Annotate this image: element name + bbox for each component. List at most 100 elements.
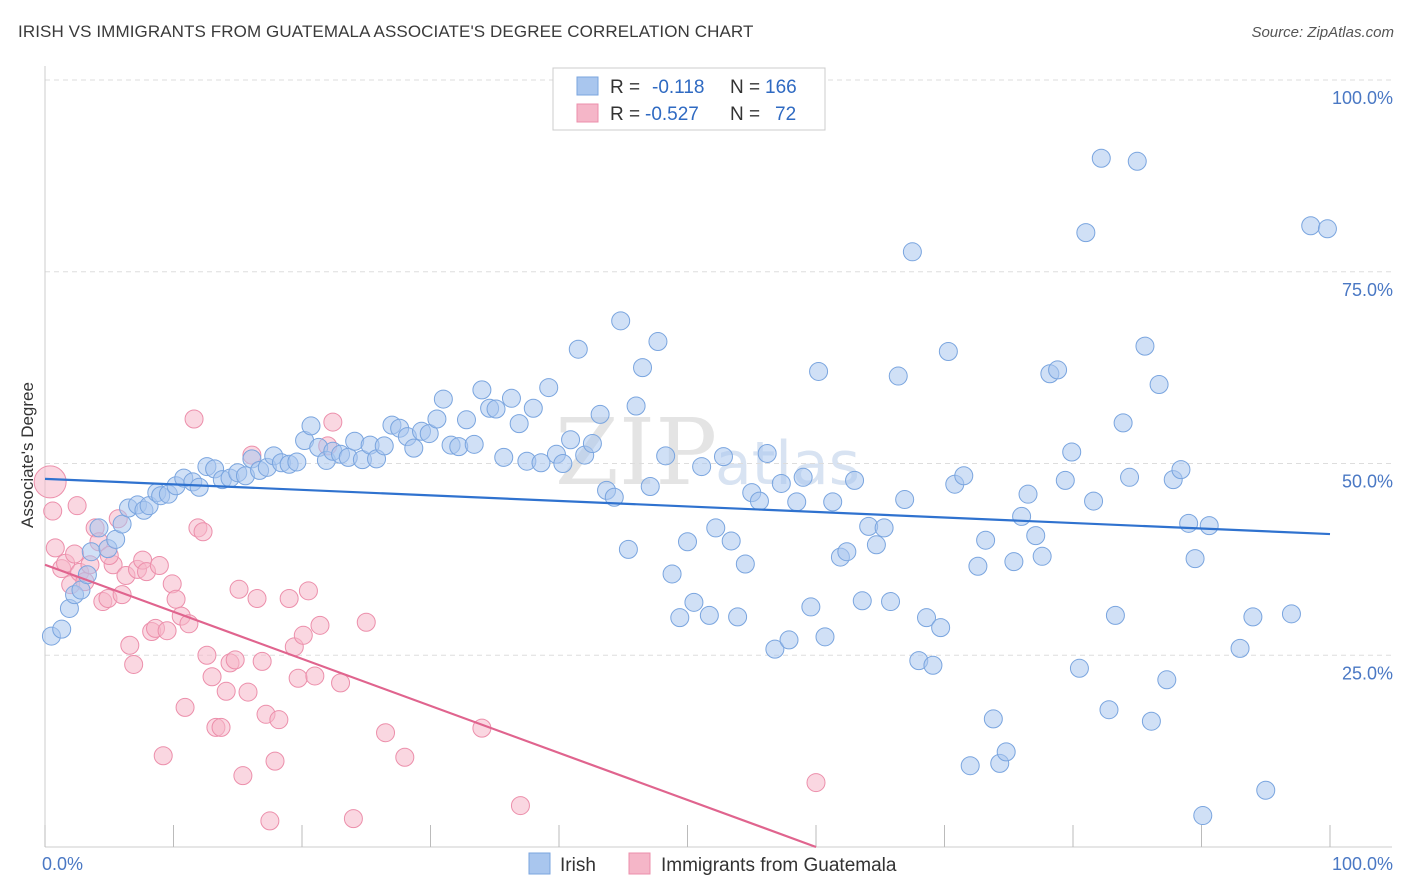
irish-point — [823, 492, 843, 512]
irish-point — [189, 477, 209, 497]
guatemala-point — [331, 673, 351, 693]
irish-point — [917, 608, 937, 628]
irish-point — [968, 556, 988, 576]
guatemala-trend-line — [44, 563, 817, 849]
guatemala-point — [293, 625, 313, 645]
legend-n-label-guatemala: N = — [730, 104, 760, 125]
irish-point — [1281, 604, 1301, 624]
irish-point — [1113, 413, 1133, 433]
irish-point — [1149, 374, 1169, 394]
irish-point — [1004, 552, 1024, 572]
irish-point — [749, 491, 769, 511]
x-tick-label-max: 100.0% — [1332, 854, 1393, 874]
irish-point — [1185, 549, 1205, 569]
irish-point — [89, 518, 109, 538]
irish-point — [765, 639, 785, 659]
irish-point — [793, 467, 813, 487]
irish-point — [728, 607, 748, 627]
irish-point — [809, 361, 829, 381]
irish-point — [1012, 506, 1032, 526]
irish-point — [881, 592, 901, 612]
irish-point — [1317, 219, 1337, 239]
guatemala-point — [806, 773, 826, 793]
irish-point — [996, 742, 1016, 762]
irish-point — [938, 342, 958, 362]
guatemala-point — [216, 681, 236, 701]
irish-point — [626, 396, 646, 416]
guatemala-point — [67, 496, 87, 516]
irish-point — [561, 430, 581, 450]
guatemala-point — [202, 667, 222, 687]
irish-point — [721, 531, 741, 551]
trend-lines — [44, 477, 1331, 849]
irish-point — [1026, 526, 1046, 546]
bottom-legend-swatch-irish — [528, 852, 551, 875]
irish-point — [427, 409, 447, 429]
irish-point — [1069, 658, 1089, 678]
guatemala-point — [323, 412, 343, 432]
irish-point — [1256, 780, 1276, 800]
guatemala-point — [298, 581, 318, 601]
irish-point — [1179, 513, 1199, 533]
irish-point — [923, 655, 943, 675]
irish-point — [523, 398, 543, 418]
guatemala-point — [45, 538, 65, 558]
legend-n-label-irish: N = — [730, 77, 760, 98]
irish-point — [633, 358, 653, 378]
irish-point — [845, 470, 865, 490]
irish-point — [931, 618, 951, 638]
guatemala-point — [260, 811, 280, 831]
stats-legend: R = -0.118 N = 166 R = -0.527 N = 72 — [552, 67, 826, 131]
guatemala-point — [247, 588, 267, 608]
irish-point — [611, 311, 631, 331]
irish-point — [684, 592, 704, 612]
irish-point — [779, 630, 799, 650]
irish-point — [1230, 638, 1250, 658]
irish-point — [640, 477, 660, 497]
irish-point — [539, 378, 559, 398]
irish-point — [1243, 607, 1263, 627]
irish-point — [983, 709, 1003, 729]
irish-point — [531, 453, 551, 473]
x-tick-label-min: 0.0% — [42, 854, 83, 874]
source-credit: Source: ZipAtlas.com — [1251, 24, 1394, 41]
irish-point — [553, 454, 573, 473]
irish-point — [590, 404, 610, 424]
guatemala-point — [175, 697, 195, 717]
irish-point — [1301, 216, 1321, 236]
guatemala-point — [265, 751, 285, 771]
guatemala-point — [229, 579, 249, 599]
irish-point — [692, 457, 712, 477]
irish-point — [52, 619, 72, 639]
guatemala-point — [157, 621, 177, 641]
series-irish-points — [41, 148, 1337, 826]
irish-point — [618, 539, 638, 559]
irish-point — [954, 466, 974, 486]
guatemala-point — [65, 544, 85, 564]
irish-point — [787, 492, 807, 512]
guatemala-point — [279, 588, 299, 608]
irish-point — [1120, 467, 1140, 487]
guatemala-point — [211, 717, 231, 737]
guatemala-point — [252, 651, 272, 671]
irish-point — [1048, 360, 1068, 380]
guatemala-point — [305, 666, 325, 686]
irish-point — [648, 332, 668, 352]
irish-point — [494, 447, 514, 467]
irish-point — [1135, 336, 1155, 356]
tick-labels: 25.0% 50.0% 75.0% 100.0% 0.0% 100.0% — [42, 88, 1393, 874]
irish-point — [895, 490, 915, 510]
irish-point — [1171, 460, 1191, 480]
irish-point — [374, 436, 394, 456]
irish-point — [815, 627, 835, 647]
irish-point — [852, 591, 872, 611]
irish-point — [301, 416, 321, 436]
legend-n-value-irish: 166 — [765, 77, 797, 98]
guatemala-point — [376, 723, 396, 743]
irish-point — [902, 242, 922, 262]
guatemala-point — [238, 682, 258, 702]
irish-point — [713, 447, 733, 467]
irish-point — [582, 434, 602, 454]
bottom-legend-swatch-guatemala — [628, 852, 651, 875]
irish-point — [670, 608, 690, 628]
